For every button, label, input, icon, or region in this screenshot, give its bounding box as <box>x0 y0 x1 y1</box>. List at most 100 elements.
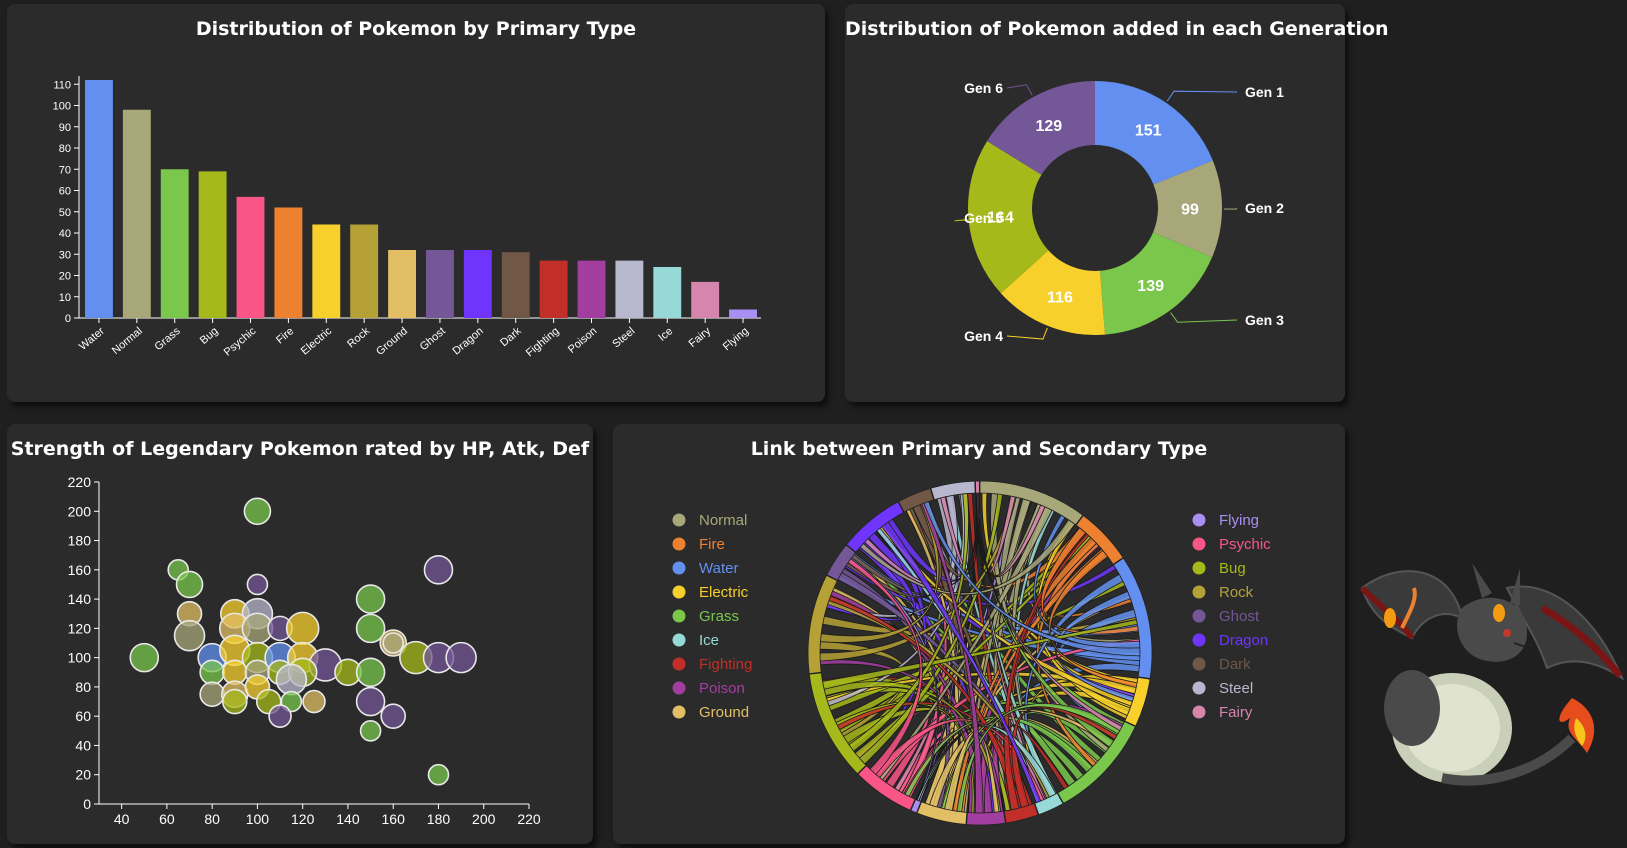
bar-chart: 0 10 20 30 40 50 60 70 80 90 100 110 Water Normal Gras… <box>53 76 761 359</box>
donut-leader-line <box>1006 327 1048 340</box>
legend-right-label: Rock <box>1219 584 1254 601</box>
x-tick-label: Ghost <box>418 325 448 353</box>
bubble-point <box>445 641 477 674</box>
y-tick-label: 30 <box>59 249 71 261</box>
x-tick-label: Steel <box>610 325 637 350</box>
donut-slice-gen-4 <box>1000 250 1105 335</box>
x-tick-label: 40 <box>114 811 130 827</box>
legend-swatch <box>672 633 686 647</box>
donut-category-label: Gen 3 <box>1245 312 1284 328</box>
legend-swatch <box>672 609 686 623</box>
legend-swatch <box>672 561 686 575</box>
x-tick-label: 220 <box>517 811 541 827</box>
legend-right-label: Fairy <box>1219 704 1253 721</box>
chord-arc-ice <box>1034 792 1064 816</box>
chord-chart-title: Link between Primary and Secondary Type <box>750 438 1208 460</box>
x-tick-label: Water <box>77 325 107 353</box>
donut-category-label: Gen 2 <box>1245 200 1284 216</box>
x-tick-label: Ground <box>374 325 410 358</box>
x-tick-label: Fire <box>274 325 296 346</box>
legend-swatch <box>1192 561 1206 575</box>
chord-arc-grass <box>1057 720 1136 804</box>
charizard-mascot-illustration <box>1359 563 1625 786</box>
bar-fire <box>274 207 303 318</box>
donut-value-label: 99 <box>1181 202 1199 219</box>
bar-flying <box>729 309 757 318</box>
bubble-point <box>275 663 308 696</box>
donut-slice-gen-6 <box>987 81 1095 175</box>
donut-value-label: 116 <box>1047 289 1073 306</box>
donut-leader-line <box>1166 90 1238 102</box>
type-distribution-panel: Distribution of Pokemon by Primary Type … <box>7 4 825 402</box>
bubble-point <box>268 704 292 728</box>
x-tick-label: Normal <box>110 325 145 357</box>
y-tick-label: 120 <box>68 620 92 636</box>
y-tick-label: 100 <box>53 101 71 113</box>
donut-chart-title: Distribution of Pokemon added in each Ge… <box>845 18 1389 40</box>
chord-chart: Normal Fire Water Electric Grass Ice Fighting P… <box>672 480 1271 826</box>
donut-slice-gen-5 <box>968 141 1049 294</box>
x-tick-label: Dark <box>498 325 524 349</box>
bar-chart-title: Distribution of Pokemon by Primary Type <box>195 18 637 40</box>
chord-arc-rock <box>807 574 838 675</box>
bubble-point <box>243 497 272 526</box>
chord-arc-fighting <box>1003 803 1039 824</box>
chord-arc-fairy <box>975 480 980 494</box>
bubble-point <box>355 584 386 614</box>
bar-water <box>85 80 113 318</box>
legend-swatch <box>1192 609 1206 623</box>
bar-psychic <box>236 196 265 318</box>
legend-swatch <box>1192 657 1206 671</box>
legend-left-label: Water <box>699 560 738 577</box>
legend-swatch <box>672 657 686 671</box>
legend-left-label: Fighting <box>699 656 752 673</box>
x-tick-label: Flying <box>721 325 751 353</box>
legend-swatch <box>672 681 686 695</box>
x-tick-label: 60 <box>159 811 175 827</box>
legend-right-label: Bug <box>1219 560 1246 577</box>
x-tick-label: Bug <box>198 325 221 347</box>
donut-slice-gen-3 <box>1099 232 1213 335</box>
donut-leader-line <box>1006 84 1033 96</box>
bar-steel <box>615 260 644 318</box>
bubble-point <box>285 611 320 646</box>
legend-left-label: Grass <box>699 608 739 625</box>
donut-category-label: Gen 1 <box>1245 84 1284 100</box>
bar-dragon <box>463 250 492 318</box>
y-tick-label: 70 <box>59 164 71 176</box>
bubble-point <box>175 570 204 599</box>
y-tick-label: 20 <box>59 271 71 283</box>
generation-distribution-panel: Distribution of Pokemon added in each Ge… <box>845 4 1389 402</box>
chord-arc-ghost <box>826 544 857 581</box>
legend-swatch <box>1192 705 1206 719</box>
legendary-strength-panel: Strength of Legendary Pokemon rated by H… <box>7 424 593 844</box>
y-tick-label: 0 <box>83 796 91 812</box>
x-tick-label: 120 <box>291 811 315 827</box>
y-tick-label: 40 <box>75 737 91 753</box>
bubble-point <box>221 688 248 715</box>
chord-arc-bug <box>808 672 867 775</box>
legend-right-label: Dragon <box>1219 632 1268 649</box>
y-tick-label: 160 <box>68 562 92 578</box>
bubble-chart: 0 20 40 60 80 100 120 140 160 180 200 220 40 60 80 100 1… <box>68 474 541 827</box>
donut-value-label: 129 <box>1035 118 1062 135</box>
bar-electric <box>312 224 341 318</box>
donut-leader-line <box>1223 207 1238 210</box>
y-tick-label: 200 <box>68 503 92 519</box>
donut-slice-gen-1 <box>1095 81 1213 185</box>
legend-swatch <box>1192 513 1206 527</box>
y-tick-label: 10 <box>59 292 71 304</box>
x-tick-label: 100 <box>246 811 270 827</box>
donut-category-label: Gen 5 <box>964 210 1003 226</box>
y-tick-label: 60 <box>75 708 91 724</box>
bar-ghost <box>426 250 454 318</box>
legend-left-label: Electric <box>699 584 749 601</box>
legend-left-label: Fire <box>699 536 725 553</box>
chord-arc-psychic <box>857 765 916 811</box>
bubble-point <box>173 619 206 652</box>
donut-slice-gen-2 <box>1153 160 1222 258</box>
chord-arc-flying <box>910 798 922 814</box>
donut-value-label: 139 <box>1137 278 1164 295</box>
y-tick-label: 0 <box>65 313 71 325</box>
bar-dark <box>501 252 530 318</box>
